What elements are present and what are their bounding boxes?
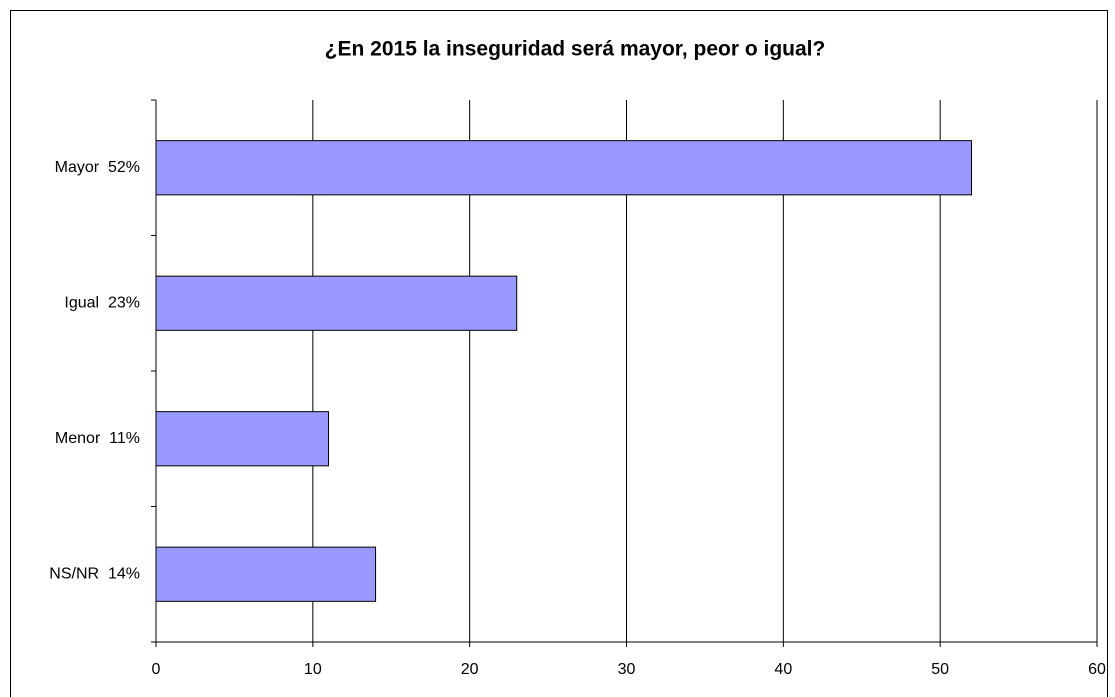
x-tick-label: 30	[618, 661, 636, 678]
y-tick-label: Igual 23%	[64, 294, 140, 311]
bar	[155, 140, 973, 196]
x-tick-label: 40	[774, 661, 792, 678]
x-tick-label: 50	[931, 661, 949, 678]
y-tick-label: Menor 11%	[55, 430, 140, 447]
y-tick-label: NS/NR 14%	[49, 565, 140, 582]
x-tick-label: 20	[461, 661, 479, 678]
bar	[155, 411, 330, 467]
y-tick-label: Mayor 52%	[55, 159, 140, 176]
chart-title: ¿En 2015 la inseguridad será mayor, peor…	[325, 38, 826, 61]
bar	[155, 546, 377, 602]
x-tick-label: 10	[304, 661, 322, 678]
x-tick-label: 60	[1088, 661, 1106, 678]
x-tick-label: 0	[152, 661, 161, 678]
bar	[155, 275, 518, 331]
